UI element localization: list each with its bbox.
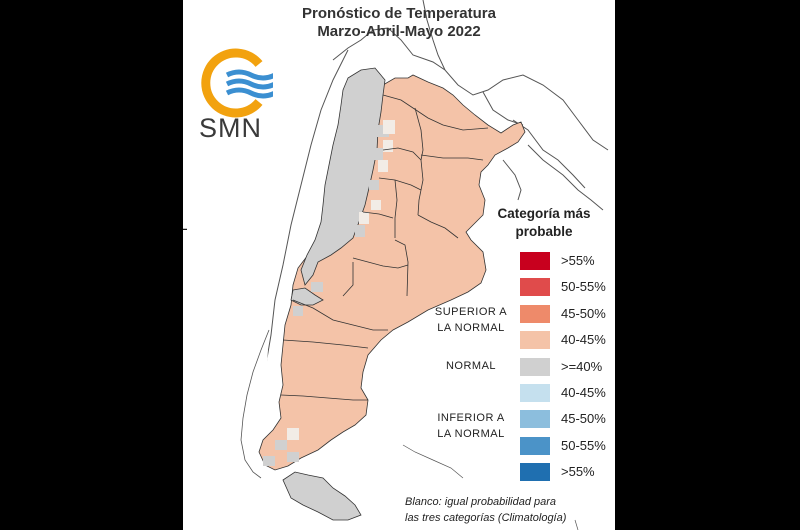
legend-swatch xyxy=(520,410,550,429)
legend-label: 40-45% xyxy=(561,385,606,400)
province-borders xyxy=(280,94,489,401)
neighbour-lines xyxy=(183,228,579,530)
forecast-map-panel: Pronóstico de Temperatura Marzo-Abril-Ma… xyxy=(183,0,615,530)
legend-swatch xyxy=(520,252,550,270)
legend-swatch xyxy=(520,331,550,350)
coastline xyxy=(240,329,270,479)
legend-swatch xyxy=(520,384,550,402)
legend-label: 45-50% xyxy=(561,305,606,321)
legend-label: >=40% xyxy=(561,358,603,374)
legend-swatch xyxy=(520,278,550,297)
category-inferior-line2: LA NORMAL xyxy=(437,428,505,440)
legend-swatch xyxy=(520,304,550,323)
legend-label: 50-55% xyxy=(561,279,606,295)
legend-swatch xyxy=(520,463,550,482)
category-inferior: INFERIOR A LA NORMAL xyxy=(431,410,511,442)
category-normal: NORMAL xyxy=(445,360,497,372)
argentina-map xyxy=(183,0,609,530)
legend-swatch xyxy=(520,436,550,455)
category-superior: SUPERIOR A LA NORMAL xyxy=(431,304,511,336)
legend-title: Categoría más probable xyxy=(479,205,609,241)
category-superior-line1: SUPERIOR A xyxy=(434,306,508,318)
note-line2: las tres categorías (Climatología) xyxy=(405,512,567,524)
normal-region xyxy=(282,67,386,521)
legend-label: >55% xyxy=(561,464,595,480)
category-superior-line2: LA NORMAL xyxy=(437,322,505,334)
note-line1: Blanco: igual probabilidad para xyxy=(405,496,557,508)
category-inferior-line1: INFERIOR A xyxy=(437,412,505,424)
smn-logo-icon xyxy=(201,48,273,118)
legend-title-line2: probable xyxy=(515,224,573,239)
legend-label: 45-50% xyxy=(561,411,606,427)
climatology-note: Blanco: igual probabilidad para las tres… xyxy=(405,494,605,526)
smn-logo-text: SMN xyxy=(199,113,262,143)
climatology-cells xyxy=(287,120,395,440)
legend-label: >55% xyxy=(561,253,595,268)
legend-label: 40-45% xyxy=(561,332,606,348)
legend-title-line1: Categoría más xyxy=(497,206,591,221)
legend-label: 50-55% xyxy=(561,437,606,453)
map-title-line2: Marzo-Abril-Mayo 2022 xyxy=(317,23,481,40)
axis-tick xyxy=(183,229,187,230)
legend-swatch xyxy=(520,357,550,376)
map-title-line1: Pronóstico de Temperatura xyxy=(302,5,496,22)
above-normal-region xyxy=(258,74,526,471)
neighbour-borders xyxy=(252,0,609,471)
